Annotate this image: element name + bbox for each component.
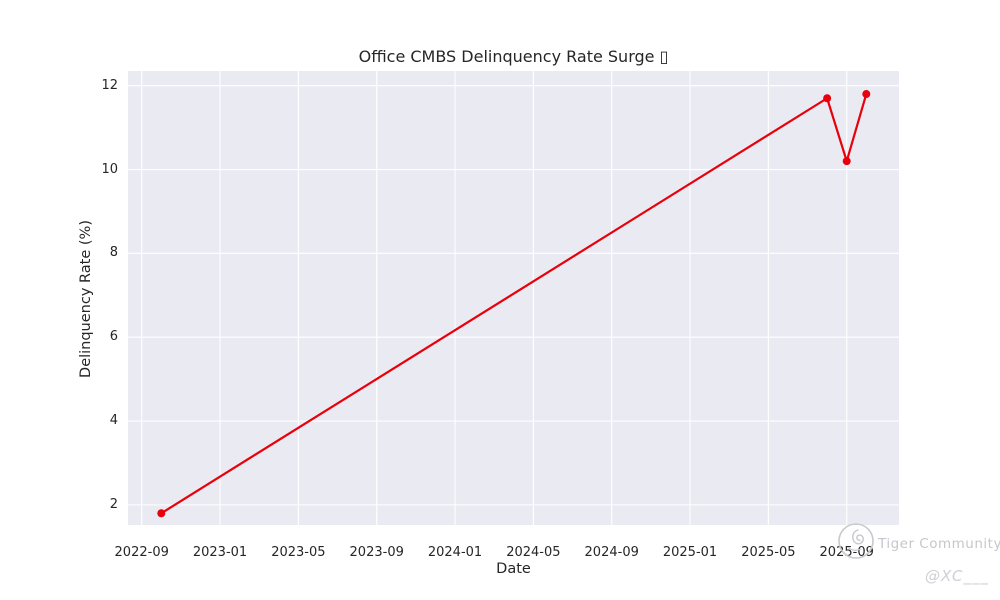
y-tick-label: 4 — [109, 413, 118, 429]
watermark-handle: @XC___ — [925, 567, 989, 585]
x-tick-label: 2023-05 — [271, 545, 326, 560]
x-axis-label: Date — [496, 561, 531, 577]
y-tick-label: 12 — [101, 77, 118, 93]
x-tick-label: 2023-01 — [192, 545, 248, 560]
y-tick-label: 6 — [109, 329, 118, 345]
x-tick-label: 2025-01 — [662, 545, 718, 560]
data-point — [842, 157, 851, 166]
y-tick-label: 10 — [101, 161, 118, 177]
tiger-logo-icon — [838, 523, 874, 559]
plot-background — [128, 71, 899, 525]
x-tick-label: 2022-09 — [114, 545, 169, 560]
chart-title: Office CMBS Delinquency Rate Surge ▯ — [358, 47, 669, 66]
x-tick-label: 2024-05 — [506, 545, 561, 560]
x-tick-label: 2024-01 — [427, 545, 483, 560]
data-point — [862, 90, 871, 99]
data-point — [823, 94, 832, 103]
watermark-brand: Tiger Community — [878, 536, 1000, 552]
x-tick-label: 2023-09 — [349, 545, 404, 560]
data-point — [157, 509, 166, 518]
y-tick-label: 2 — [109, 496, 118, 512]
x-tick-label: 2024-09 — [584, 545, 639, 560]
series-line — [160, 92, 868, 515]
y-tick-label: 8 — [109, 245, 118, 261]
x-tick-label: 2025-05 — [741, 545, 796, 560]
